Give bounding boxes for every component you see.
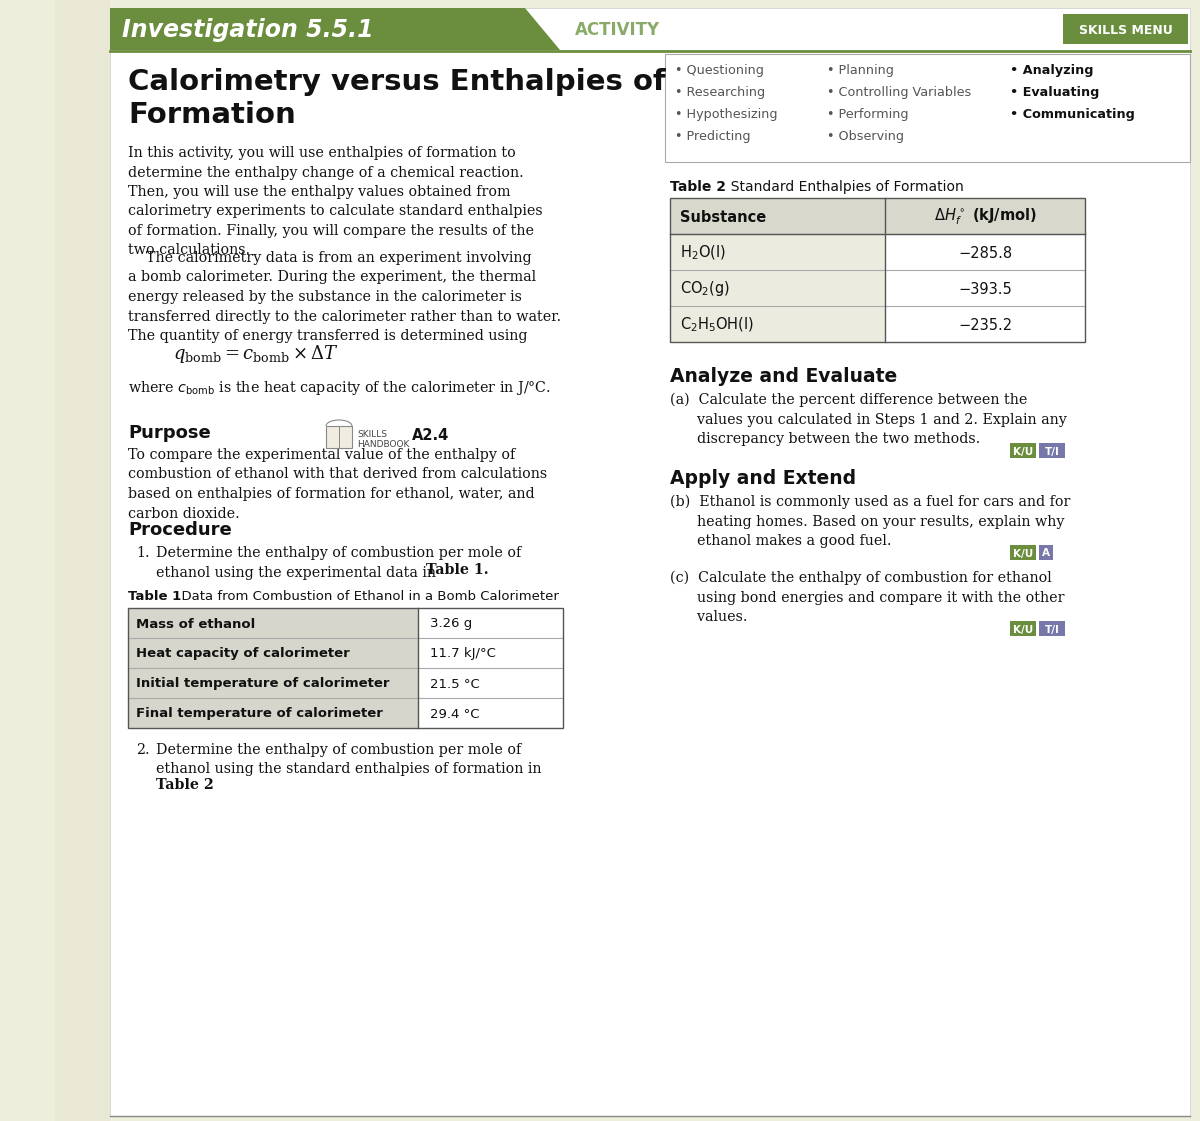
Text: Table 2: Table 2 bbox=[156, 778, 214, 793]
Text: A: A bbox=[1042, 548, 1050, 558]
Bar bbox=[670, 270, 886, 306]
Text: Table 2: Table 2 bbox=[670, 180, 726, 194]
Text: Apply and Extend: Apply and Extend bbox=[670, 469, 856, 488]
Text: Substance: Substance bbox=[680, 210, 767, 224]
Text: where $c_\mathrm{bomb}$ is the heat capacity of the calorimeter in J/°C.: where $c_\mathrm{bomb}$ is the heat capa… bbox=[128, 379, 551, 397]
Bar bbox=[1039, 443, 1066, 458]
Text: • Evaluating: • Evaluating bbox=[1010, 86, 1099, 99]
Bar bbox=[326, 426, 352, 448]
Text: (c)  Calculate the enthalpy of combustion for ethanol
      using bond energies : (c) Calculate the enthalpy of combustion… bbox=[670, 571, 1064, 624]
Bar bbox=[886, 198, 1085, 234]
Bar bbox=[670, 198, 886, 234]
Text: 3.26 g: 3.26 g bbox=[430, 618, 473, 630]
Bar bbox=[670, 198, 1085, 342]
Text: Investigation 5.5.1: Investigation 5.5.1 bbox=[122, 18, 373, 41]
Text: $\Delta H_f^\circ$ (kJ/mol): $\Delta H_f^\circ$ (kJ/mol) bbox=[934, 206, 1037, 228]
Text: −285.8: −285.8 bbox=[958, 245, 1012, 260]
Text: Standard Enthalpies of Formation: Standard Enthalpies of Formation bbox=[722, 180, 964, 194]
Text: 21.5 °C: 21.5 °C bbox=[430, 677, 480, 691]
Bar bbox=[128, 638, 418, 668]
Bar bbox=[1039, 621, 1066, 636]
Bar bbox=[128, 668, 418, 698]
Text: • Researching: • Researching bbox=[674, 86, 766, 99]
Bar bbox=[418, 608, 563, 638]
Text: 1.: 1. bbox=[136, 546, 150, 560]
Text: • Predicting: • Predicting bbox=[674, 130, 750, 143]
Text: 2.: 2. bbox=[136, 743, 150, 757]
Text: K/U: K/U bbox=[1013, 446, 1033, 456]
Text: 29.4 °C: 29.4 °C bbox=[430, 707, 480, 721]
Bar bbox=[886, 270, 1085, 306]
Text: • Questioning: • Questioning bbox=[674, 64, 764, 77]
Text: Formation: Formation bbox=[128, 101, 295, 129]
Text: −393.5: −393.5 bbox=[958, 281, 1012, 296]
Text: CO$_2$(g): CO$_2$(g) bbox=[680, 279, 731, 298]
Bar bbox=[128, 608, 563, 728]
Bar bbox=[670, 234, 886, 270]
Bar bbox=[418, 698, 563, 728]
Text: $q_\mathrm{bomb} = c_\mathrm{bomb} \times \Delta T$: $q_\mathrm{bomb} = c_\mathrm{bomb} \time… bbox=[173, 343, 338, 365]
Text: Calorimetry versus Enthalpies of: Calorimetry versus Enthalpies of bbox=[128, 68, 666, 96]
Text: Analyze and Evaluate: Analyze and Evaluate bbox=[670, 367, 898, 386]
Bar bbox=[418, 668, 563, 698]
Text: Heat capacity of calorimeter: Heat capacity of calorimeter bbox=[136, 648, 349, 660]
Text: Initial temperature of calorimeter: Initial temperature of calorimeter bbox=[136, 677, 390, 691]
Text: Procedure: Procedure bbox=[128, 521, 232, 539]
Bar bbox=[665, 54, 1190, 163]
Text: C$_2$H$_5$OH(l): C$_2$H$_5$OH(l) bbox=[680, 316, 754, 334]
Bar bbox=[886, 234, 1085, 270]
Text: • Observing: • Observing bbox=[827, 130, 904, 143]
Text: K/U: K/U bbox=[1013, 548, 1033, 558]
Bar bbox=[1010, 621, 1036, 636]
Text: • Performing: • Performing bbox=[827, 108, 908, 121]
Text: Determine the enthalpy of combustion per mole of
ethanol using the experimental : Determine the enthalpy of combustion per… bbox=[156, 546, 521, 580]
Polygon shape bbox=[110, 8, 560, 50]
Text: Table 1.: Table 1. bbox=[426, 563, 488, 577]
Bar bbox=[670, 306, 886, 342]
Text: K/U: K/U bbox=[1013, 624, 1033, 634]
Text: • Controlling Variables: • Controlling Variables bbox=[827, 86, 971, 99]
Text: Determine the enthalpy of combustion per mole of
ethanol using the standard enth: Determine the enthalpy of combustion per… bbox=[156, 743, 541, 777]
Text: • Hypothesizing: • Hypothesizing bbox=[674, 108, 778, 121]
Text: • Analyzing: • Analyzing bbox=[1010, 64, 1093, 77]
Bar bbox=[886, 306, 1085, 342]
Bar bbox=[1010, 545, 1036, 560]
Text: Final temperature of calorimeter: Final temperature of calorimeter bbox=[136, 707, 383, 721]
Text: Table 1: Table 1 bbox=[128, 590, 181, 603]
Text: ACTIVITY: ACTIVITY bbox=[575, 21, 660, 39]
Bar bbox=[128, 608, 418, 638]
Text: Data from Combustion of Ethanol in a Bomb Calorimeter: Data from Combustion of Ethanol in a Bom… bbox=[173, 590, 559, 603]
Text: The calorimetry data is from an experiment involving
a bomb calorimeter. During : The calorimetry data is from an experime… bbox=[128, 251, 562, 343]
Text: H$_2$O(l): H$_2$O(l) bbox=[680, 243, 726, 262]
Text: .: . bbox=[208, 778, 212, 793]
Text: T/I: T/I bbox=[1044, 446, 1060, 456]
Bar bbox=[1063, 13, 1188, 44]
Text: (b)  Ethanol is commonly used as a fuel for cars and for
      heating homes. Ba: (b) Ethanol is commonly used as a fuel f… bbox=[670, 495, 1070, 548]
Text: • Planning: • Planning bbox=[827, 64, 894, 77]
Text: 11.7 kJ/°C: 11.7 kJ/°C bbox=[430, 648, 496, 660]
Text: (a)  Calculate the percent difference between the
      values you calculated in: (a) Calculate the percent difference bet… bbox=[670, 393, 1067, 446]
Text: Mass of ethanol: Mass of ethanol bbox=[136, 618, 256, 630]
Bar bbox=[418, 638, 563, 668]
Bar bbox=[128, 698, 418, 728]
Text: • Communicating: • Communicating bbox=[1010, 108, 1135, 121]
Text: T/I: T/I bbox=[1044, 624, 1060, 634]
Text: SKILLS MENU: SKILLS MENU bbox=[1079, 24, 1172, 37]
Text: A2.4: A2.4 bbox=[412, 428, 449, 443]
Text: To compare the experimental value of the enthalpy of
combustion of ethanol with : To compare the experimental value of the… bbox=[128, 448, 547, 520]
Text: In this activity, you will use enthalpies of formation to
determine the enthalpy: In this activity, you will use enthalpie… bbox=[128, 146, 542, 258]
Bar bbox=[55, 0, 110, 1121]
Text: SKILLS
HANDBOOK: SKILLS HANDBOOK bbox=[358, 430, 409, 450]
Bar bbox=[0, 0, 55, 1121]
Bar bbox=[1010, 443, 1036, 458]
Text: −235.2: −235.2 bbox=[958, 317, 1012, 333]
Bar bbox=[1039, 545, 1054, 560]
Text: Purpose: Purpose bbox=[128, 424, 211, 442]
